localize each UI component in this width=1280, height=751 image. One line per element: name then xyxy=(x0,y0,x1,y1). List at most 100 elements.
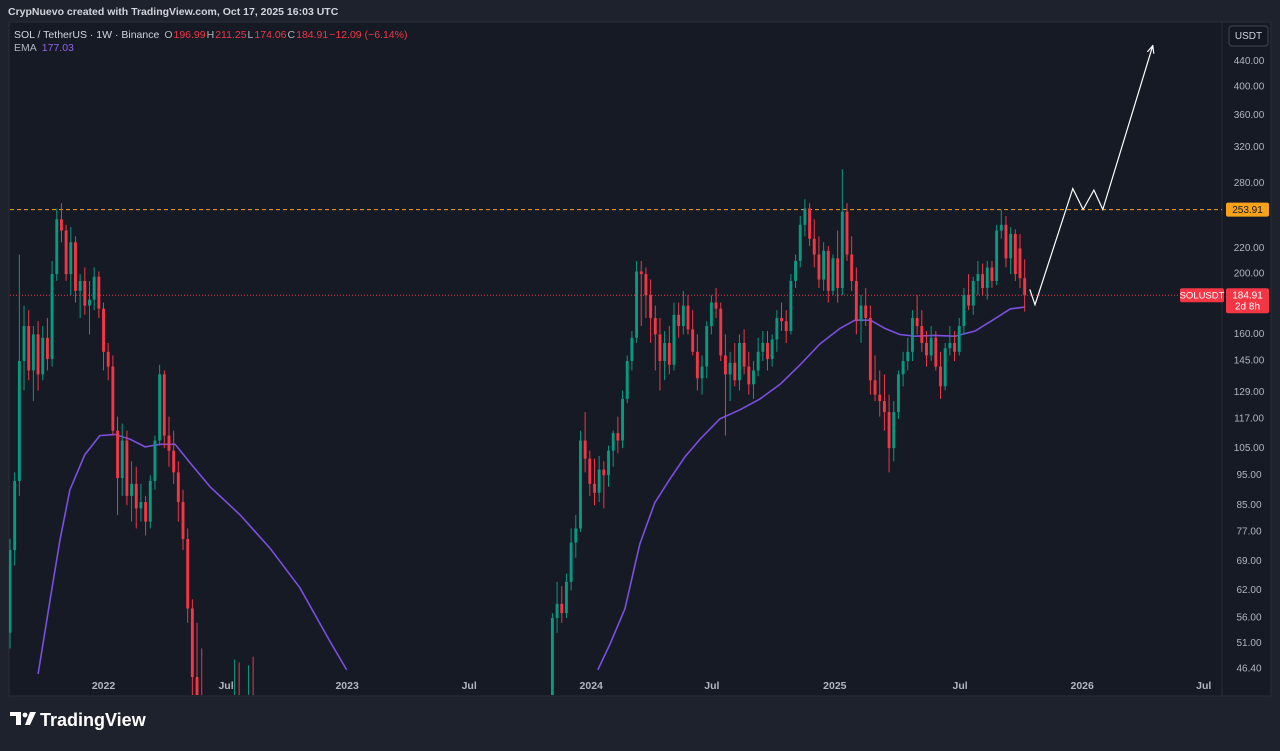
y-tick-label: 220.00 xyxy=(1234,243,1265,254)
candle-body xyxy=(770,339,774,360)
candle-body xyxy=(854,280,858,322)
candle-body xyxy=(672,314,676,365)
y-tick-label: 46.40 xyxy=(1236,663,1261,674)
candle-body xyxy=(27,326,31,371)
candle-body xyxy=(92,276,96,300)
y-tick-label: 129.00 xyxy=(1234,387,1265,398)
candle-body xyxy=(709,302,713,327)
candle-body xyxy=(887,412,891,449)
candle-body xyxy=(74,242,77,291)
candle-body xyxy=(78,280,82,291)
high-value: 211.25 xyxy=(215,29,247,41)
y-tick-label: 77.00 xyxy=(1236,527,1261,538)
change: −12.09 (−6.14%) xyxy=(329,29,408,41)
candle-body xyxy=(588,458,592,484)
currency-button[interactable] xyxy=(1228,25,1269,47)
candle-body xyxy=(45,337,49,360)
candle-body xyxy=(733,362,737,381)
candle-body xyxy=(817,254,821,280)
candle-body xyxy=(130,483,134,496)
candle-body xyxy=(953,342,956,352)
candle-body xyxy=(822,250,826,280)
candle-body xyxy=(967,295,971,306)
candle-body xyxy=(106,351,110,367)
candle-body xyxy=(148,480,152,522)
candle-body xyxy=(971,280,975,306)
x-tick-label: Jul xyxy=(462,680,477,692)
y-tick-label: 117.00 xyxy=(1234,414,1264,425)
candle-body xyxy=(882,401,886,413)
candle-body xyxy=(686,305,690,330)
candle-body xyxy=(812,238,816,255)
candle-body xyxy=(906,351,910,361)
candle-body xyxy=(59,219,63,231)
candle-body xyxy=(999,224,1003,231)
candle-body xyxy=(845,211,849,255)
candle-body xyxy=(102,308,105,352)
candle-body xyxy=(560,603,564,614)
x-tick-label: 2025 xyxy=(823,680,847,692)
candle-body xyxy=(1004,224,1008,259)
candle-body xyxy=(13,480,17,551)
candle-body xyxy=(41,337,45,375)
indicator-value: 177.03 xyxy=(41,42,74,54)
candle-body xyxy=(635,271,639,338)
projection-path xyxy=(1029,46,1153,307)
candle-body xyxy=(144,502,148,522)
candle-body xyxy=(625,360,629,399)
candle-body xyxy=(1023,278,1027,296)
x-tick-label: 2026 xyxy=(1071,680,1095,692)
candle-body xyxy=(597,469,601,493)
candle-body xyxy=(925,342,928,356)
candle-body xyxy=(934,337,938,367)
candle-body xyxy=(873,380,877,395)
x-tick-label: 2022 xyxy=(92,680,116,692)
candle-body xyxy=(50,274,54,360)
candle-body xyxy=(915,318,919,327)
candle-body xyxy=(564,581,568,614)
currency[interactable]: USDT xyxy=(1235,31,1262,42)
candle-body xyxy=(723,355,727,375)
candle-body xyxy=(985,267,989,288)
candle-body xyxy=(929,337,933,356)
candle-body xyxy=(97,276,101,309)
pair-label-box xyxy=(1180,288,1224,303)
candle-body xyxy=(190,608,194,678)
candle-body xyxy=(186,539,190,609)
candle-body xyxy=(831,258,835,291)
candle-body xyxy=(555,603,559,618)
candle-body xyxy=(761,342,765,352)
candle-body xyxy=(756,351,760,371)
price-label: 184.91 xyxy=(1232,290,1263,301)
candle-body xyxy=(162,374,166,436)
candle-body xyxy=(896,374,900,413)
x-tick-label: 2023 xyxy=(335,680,359,692)
candle-body xyxy=(663,342,667,361)
symbol: SOL / TetherUS · 1W · Binance xyxy=(14,29,160,41)
candle-body xyxy=(583,440,587,459)
candle-body xyxy=(69,242,73,275)
countdown: 2d 8h xyxy=(1235,301,1260,312)
candle-body xyxy=(153,440,157,481)
price-label-box xyxy=(1226,288,1269,314)
candle-body xyxy=(200,696,203,745)
y-tick-label: 160.00 xyxy=(1234,329,1265,340)
candle-body xyxy=(943,348,947,387)
candle-body xyxy=(172,450,176,473)
x-tick-label: Jul xyxy=(1196,680,1211,692)
candle-body xyxy=(798,224,802,261)
candle-body xyxy=(639,271,643,275)
candle-body xyxy=(233,709,236,745)
chart-pane xyxy=(8,21,1272,697)
candle-body xyxy=(911,318,914,352)
candle-body xyxy=(784,321,788,332)
x-tick-label: Jul xyxy=(218,680,233,692)
ohlc-letter: L xyxy=(247,29,254,41)
candle-body xyxy=(55,219,59,275)
y-tick-label: 320.00 xyxy=(1234,142,1265,153)
candle-body xyxy=(111,366,115,431)
ohlc-letter: O xyxy=(164,29,173,41)
plot-area xyxy=(9,46,1222,745)
x-tick-label: Jul xyxy=(953,680,968,692)
